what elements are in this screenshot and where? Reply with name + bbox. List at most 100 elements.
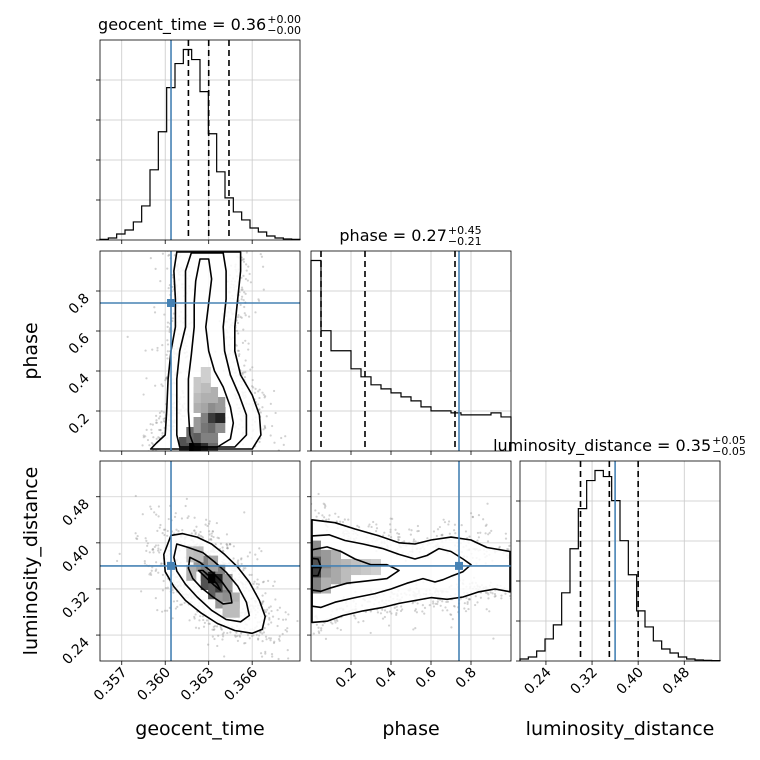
scatter-point bbox=[135, 468, 137, 470]
scatter-point bbox=[145, 428, 148, 431]
scatter-point bbox=[515, 551, 517, 553]
scatter-point bbox=[264, 635, 268, 638]
scatter-point bbox=[324, 637, 328, 640]
scatter-point bbox=[237, 559, 240, 562]
scatter-point bbox=[236, 634, 239, 638]
density-cell bbox=[200, 407, 211, 423]
scatter-point bbox=[161, 589, 165, 592]
contour-line bbox=[187, 258, 235, 448]
scatter-point bbox=[177, 530, 180, 533]
scatter-point bbox=[221, 638, 224, 641]
scatter-point bbox=[258, 388, 261, 391]
panel-title-sub-phase: −0.21 bbox=[448, 235, 482, 248]
scatter-point bbox=[150, 573, 153, 576]
contour-line bbox=[311, 519, 511, 624]
scatter-point bbox=[447, 523, 450, 526]
scatter-point bbox=[181, 528, 184, 532]
scatter-point bbox=[423, 606, 427, 609]
scatter-point bbox=[174, 512, 177, 515]
scatter-point bbox=[262, 600, 265, 603]
scatter-point bbox=[246, 555, 249, 558]
scatter-point bbox=[165, 377, 168, 380]
scatter-point bbox=[494, 594, 497, 598]
pair-panel-phase-luminosity_distance bbox=[311, 461, 539, 661]
scatter-point bbox=[221, 635, 225, 638]
scatter-point bbox=[176, 231, 178, 233]
scatter-point bbox=[236, 639, 240, 642]
scatter-point bbox=[445, 600, 448, 604]
scatter-point bbox=[257, 454, 259, 456]
scatter-point bbox=[143, 464, 145, 466]
scatter-point bbox=[432, 605, 436, 608]
scatter-point bbox=[397, 538, 400, 542]
scatter-point bbox=[208, 622, 211, 625]
scatter-point bbox=[202, 618, 205, 622]
scatter-point bbox=[225, 533, 229, 536]
scatter-point bbox=[272, 641, 276, 645]
scatter-point bbox=[323, 506, 327, 509]
scatter-point bbox=[142, 463, 144, 465]
scatter-point bbox=[123, 502, 125, 504]
scatter-point bbox=[210, 534, 213, 538]
scatter-point bbox=[166, 534, 169, 537]
scatter-point bbox=[486, 592, 489, 595]
scatter-point bbox=[194, 626, 198, 629]
panel-title-main-phase: phase = 0.27 bbox=[339, 226, 446, 245]
scatter-point bbox=[442, 518, 445, 521]
scatter-point bbox=[152, 456, 154, 458]
scatter-point bbox=[246, 633, 250, 637]
scatter-point bbox=[263, 626, 266, 630]
scatter-point bbox=[395, 612, 398, 615]
scatter-point bbox=[245, 223, 247, 225]
scatter-point bbox=[254, 387, 257, 390]
scatter-point bbox=[235, 344, 238, 347]
contour-line bbox=[149, 251, 262, 450]
scatter-point bbox=[157, 571, 160, 574]
scatter-point bbox=[441, 533, 444, 536]
scatter-point bbox=[167, 231, 169, 233]
scatter-point bbox=[259, 253, 262, 256]
scatter-point bbox=[296, 619, 299, 623]
hist-frame-geocent_time bbox=[99, 39, 301, 241]
density-cell bbox=[200, 377, 211, 393]
scatter-point bbox=[463, 602, 466, 605]
scatter-point bbox=[226, 547, 229, 550]
scatter-point bbox=[254, 311, 257, 314]
scatter-point bbox=[142, 436, 145, 439]
scatter-point bbox=[174, 607, 177, 610]
scatter-point bbox=[468, 535, 471, 538]
scatter-point bbox=[194, 531, 197, 534]
scatter-point bbox=[335, 520, 338, 523]
scatter-point bbox=[240, 288, 243, 291]
scatter-point bbox=[426, 537, 429, 540]
scatter-point bbox=[166, 609, 169, 612]
scatter-point bbox=[493, 592, 497, 596]
scatter-point bbox=[221, 549, 224, 552]
scatter-point bbox=[161, 252, 165, 255]
scatter-point bbox=[152, 551, 155, 554]
scatter-point bbox=[272, 584, 275, 588]
scatter-point bbox=[213, 637, 216, 641]
scatter-point bbox=[508, 544, 511, 547]
scatter-point bbox=[242, 299, 245, 302]
scatter-point bbox=[240, 298, 243, 301]
scatter-point bbox=[258, 408, 261, 411]
scatter-point bbox=[162, 528, 166, 531]
scatter-point bbox=[416, 602, 419, 605]
scatter-point bbox=[154, 384, 157, 387]
scatter-point bbox=[161, 573, 165, 576]
density-cell bbox=[331, 559, 341, 576]
scatter-point bbox=[537, 595, 539, 597]
scatter-point bbox=[156, 549, 160, 552]
scatter-point bbox=[476, 601, 479, 604]
scatter-point bbox=[151, 566, 154, 569]
scatter-point bbox=[261, 391, 264, 394]
density-cell bbox=[311, 559, 321, 576]
contour-line bbox=[173, 543, 251, 623]
scatter-point bbox=[150, 507, 153, 511]
scatter-point bbox=[164, 379, 167, 382]
scatter-point bbox=[197, 627, 201, 630]
scatter-point bbox=[265, 184, 267, 186]
scatter-point bbox=[262, 631, 266, 634]
scatter-point bbox=[527, 590, 529, 592]
